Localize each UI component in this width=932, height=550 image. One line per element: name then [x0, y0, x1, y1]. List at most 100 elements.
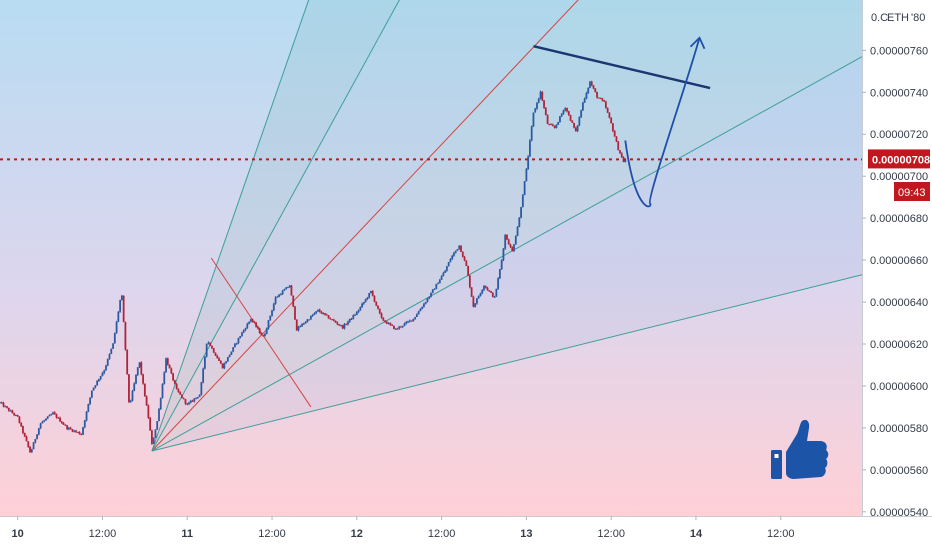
candle-body	[67, 427, 70, 430]
candle-body	[292, 295, 295, 307]
candle-body	[521, 195, 524, 208]
candle-body	[504, 234, 507, 249]
candle-body	[373, 295, 376, 302]
candle-body	[260, 332, 263, 336]
candle-body	[136, 367, 139, 375]
candle-body	[198, 394, 201, 398]
time-tick-label: 10	[12, 528, 24, 540]
candle-body	[444, 270, 447, 273]
candle-body	[200, 382, 203, 395]
candle-body	[113, 333, 116, 344]
price-tick-label: 0.00000640	[870, 297, 928, 309]
candle-body	[90, 390, 93, 398]
candle-body	[57, 417, 60, 419]
candle-body	[334, 320, 337, 323]
candle-body	[248, 321, 250, 324]
candle-body	[410, 320, 413, 322]
candle-body	[438, 279, 441, 284]
candle-body	[583, 98, 586, 103]
gann-fan-line[interactable]	[151, 0, 590, 452]
candle-body	[173, 380, 176, 384]
candle-body	[265, 328, 268, 334]
candle-body	[22, 426, 24, 433]
candle-body	[313, 313, 316, 315]
gann-fan-line[interactable]	[151, 274, 863, 452]
candle-body	[13, 413, 16, 416]
candle-body	[493, 296, 496, 298]
price-tick-label: 0.00000660	[870, 255, 928, 267]
candle-body	[151, 430, 153, 444]
candle-body	[375, 301, 378, 306]
gann-fan-line[interactable]	[151, 56, 863, 452]
candle-body	[175, 383, 178, 389]
candle-body	[253, 321, 256, 323]
countdown-badge	[894, 182, 930, 201]
candle-body	[454, 250, 457, 253]
candle-body	[205, 343, 208, 357]
candle-body	[447, 262, 450, 267]
candle-body	[553, 126, 556, 128]
candle-body	[207, 342, 210, 344]
candle-body	[396, 328, 399, 330]
candle-body	[278, 294, 280, 297]
candle-body	[219, 360, 222, 364]
candle-body	[276, 296, 279, 298]
candle-body	[523, 181, 526, 196]
candle-body	[511, 246, 514, 252]
candle-body	[529, 140, 531, 157]
candle-body	[317, 309, 319, 312]
candle-body	[302, 323, 305, 325]
candle-body	[431, 289, 434, 293]
candle-body	[14, 415, 17, 417]
candle-body	[442, 272, 445, 277]
candle-body	[555, 124, 558, 128]
candle-body	[498, 269, 501, 279]
candle-body	[414, 316, 417, 319]
candle-body	[242, 330, 245, 333]
candle-body	[506, 234, 508, 240]
fan-fill-band	[151, 0, 862, 451]
candle-body	[516, 226, 519, 236]
candle-body	[548, 124, 551, 126]
candle-body	[437, 283, 439, 285]
candle-body	[156, 421, 159, 430]
candle-body	[578, 117, 581, 126]
price-axis-ticks: 0.00000760 0.00000740 0.00000720 0.00000700…	[862, 45, 928, 519]
resistance-trendline[interactable]	[533, 44, 711, 90]
candle-body	[340, 325, 342, 327]
gann-fan-line[interactable]	[151, 0, 406, 452]
projection-arrow-curve[interactable]	[624, 37, 701, 208]
candle-body	[235, 343, 238, 345]
candle-body	[7, 407, 10, 411]
candle-body	[544, 107, 547, 116]
candle-body	[348, 318, 351, 322]
candle-body	[135, 374, 137, 384]
candle-body	[181, 394, 183, 399]
candle-body	[449, 259, 452, 263]
candle-body	[491, 292, 494, 297]
candle-body	[520, 207, 522, 218]
candle-body	[550, 124, 553, 126]
candle-body	[332, 319, 335, 321]
candle-body	[20, 422, 23, 427]
candle-body	[559, 116, 561, 122]
gann-fan-line[interactable]	[151, 0, 313, 452]
candle-body	[603, 100, 606, 102]
candle-body	[400, 326, 402, 328]
candle-body	[98, 379, 100, 381]
candle-body	[184, 399, 187, 404]
candle-body	[108, 353, 111, 359]
candle-body	[359, 306, 362, 311]
candle-body	[94, 385, 97, 388]
candle-body	[196, 397, 199, 399]
candle-body	[163, 372, 166, 385]
candle-body	[299, 326, 302, 328]
candle-body	[128, 374, 130, 402]
candle-body	[120, 295, 123, 301]
candle-body	[186, 403, 189, 405]
candle-body	[66, 425, 69, 430]
candle-body	[30, 449, 33, 453]
candle-body	[41, 421, 44, 424]
